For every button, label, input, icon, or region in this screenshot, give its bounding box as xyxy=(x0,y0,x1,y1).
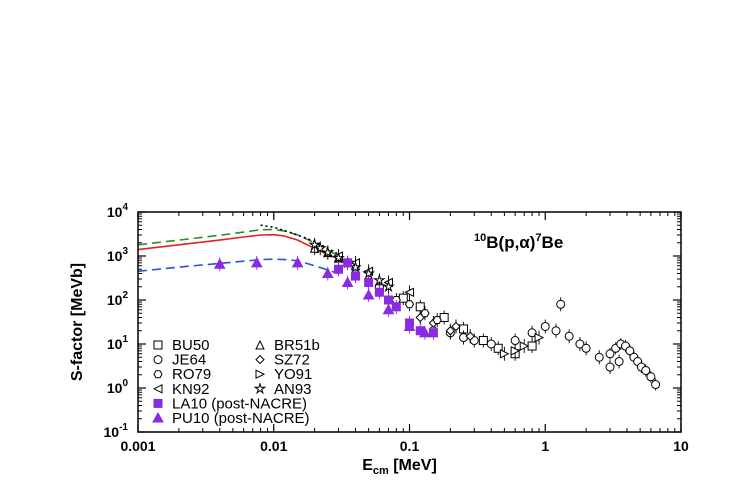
legend-label: SZ72 xyxy=(274,352,310,369)
data-point xyxy=(321,267,334,279)
data-point xyxy=(350,271,360,281)
reaction-annotation: 10B(p,α)7Be xyxy=(474,232,563,252)
x-tick-label: 0.01 xyxy=(260,438,287,454)
x-tick-label: 1 xyxy=(541,438,549,454)
data-point xyxy=(391,302,401,312)
data-point xyxy=(419,326,431,338)
data-point xyxy=(403,320,416,331)
data-point xyxy=(540,321,550,331)
data-point xyxy=(594,352,604,362)
data-point xyxy=(646,372,656,382)
data-point xyxy=(556,299,566,309)
data-point xyxy=(362,288,375,300)
x-axis-title: Ecm [MeV] xyxy=(362,457,437,477)
data-point xyxy=(343,258,353,268)
y-tick-label: 103 xyxy=(107,246,129,264)
legend-marker xyxy=(255,339,265,350)
legend-label: RO79 xyxy=(172,366,211,383)
y-tick-label: 102 xyxy=(107,290,129,308)
data-point xyxy=(575,339,585,349)
data-point xyxy=(564,331,574,341)
data-point xyxy=(641,365,651,375)
legend-marker xyxy=(253,382,267,395)
data-point xyxy=(382,280,395,293)
data-point xyxy=(341,276,354,287)
data-point xyxy=(493,343,503,353)
y-tick-label: 101 xyxy=(107,334,129,352)
data-point xyxy=(250,256,263,268)
data-point xyxy=(499,348,510,359)
curve-dashed xyxy=(137,228,339,257)
data-point xyxy=(332,251,345,264)
legend-marker xyxy=(152,383,163,394)
axis-ticks: 0.001 0.01 0.1 1 10 10-1 100 101 102 103 104 xyxy=(104,202,689,454)
legend-marker xyxy=(153,340,163,350)
data-point xyxy=(459,333,469,343)
data-point xyxy=(362,266,376,280)
legend-marker xyxy=(153,398,163,408)
data-point xyxy=(486,339,496,349)
data-point xyxy=(478,336,488,346)
data-point xyxy=(404,300,415,309)
data-point xyxy=(551,326,561,336)
data-point xyxy=(291,256,304,268)
data-point xyxy=(527,328,537,338)
curve-dashed xyxy=(137,258,339,275)
data-point xyxy=(651,380,661,390)
data-point xyxy=(372,273,386,286)
legend-label: BR51b xyxy=(274,337,320,354)
curve-solid xyxy=(137,233,339,260)
legend-marker xyxy=(255,354,265,365)
data-point xyxy=(382,303,395,315)
data-point xyxy=(420,309,430,318)
y-tick-label: 10-1 xyxy=(104,422,129,440)
plot-area xyxy=(137,224,661,391)
data-point xyxy=(534,332,545,343)
data-point xyxy=(213,258,226,269)
data-point xyxy=(510,336,520,346)
data-point xyxy=(313,241,327,254)
data-point xyxy=(334,264,344,274)
data-point xyxy=(465,331,475,341)
data-point xyxy=(445,326,456,336)
data-point xyxy=(374,287,384,297)
legend-marker xyxy=(153,355,163,365)
data-point xyxy=(428,328,438,338)
data-point xyxy=(364,277,374,287)
y-tick-label: 100 xyxy=(107,378,129,396)
data-point xyxy=(510,346,521,356)
legend-label: JE64 xyxy=(172,352,206,369)
data-point xyxy=(581,343,591,353)
legend-label: AN93 xyxy=(274,381,312,398)
data-point xyxy=(321,245,335,259)
legend-label: KN92 xyxy=(172,381,210,398)
data-point xyxy=(451,321,461,332)
legend-marker xyxy=(153,370,163,379)
x-tick-label: 0.1 xyxy=(400,438,420,454)
data-point xyxy=(404,287,414,298)
data-point xyxy=(605,349,615,359)
legend-label: LA10 (post-NACRE) xyxy=(172,395,307,412)
data-point xyxy=(625,346,635,356)
x-tick-label: 0.001 xyxy=(120,438,155,454)
data-point xyxy=(398,293,408,303)
y-tick-label: 104 xyxy=(107,202,129,220)
legend-marker xyxy=(152,411,164,423)
data-point xyxy=(605,362,615,372)
x-tick-label: 10 xyxy=(673,438,689,454)
y-axis-title: S-factor [MeVb] xyxy=(69,263,86,381)
legend-marker xyxy=(255,369,266,380)
legend-label: PU10 (post-NACRE) xyxy=(172,410,310,427)
data-point xyxy=(519,341,530,351)
data-point xyxy=(614,357,624,367)
legend-label: BU50 xyxy=(172,337,210,354)
legend-label: YO91 xyxy=(274,366,312,383)
data-point xyxy=(432,316,442,324)
